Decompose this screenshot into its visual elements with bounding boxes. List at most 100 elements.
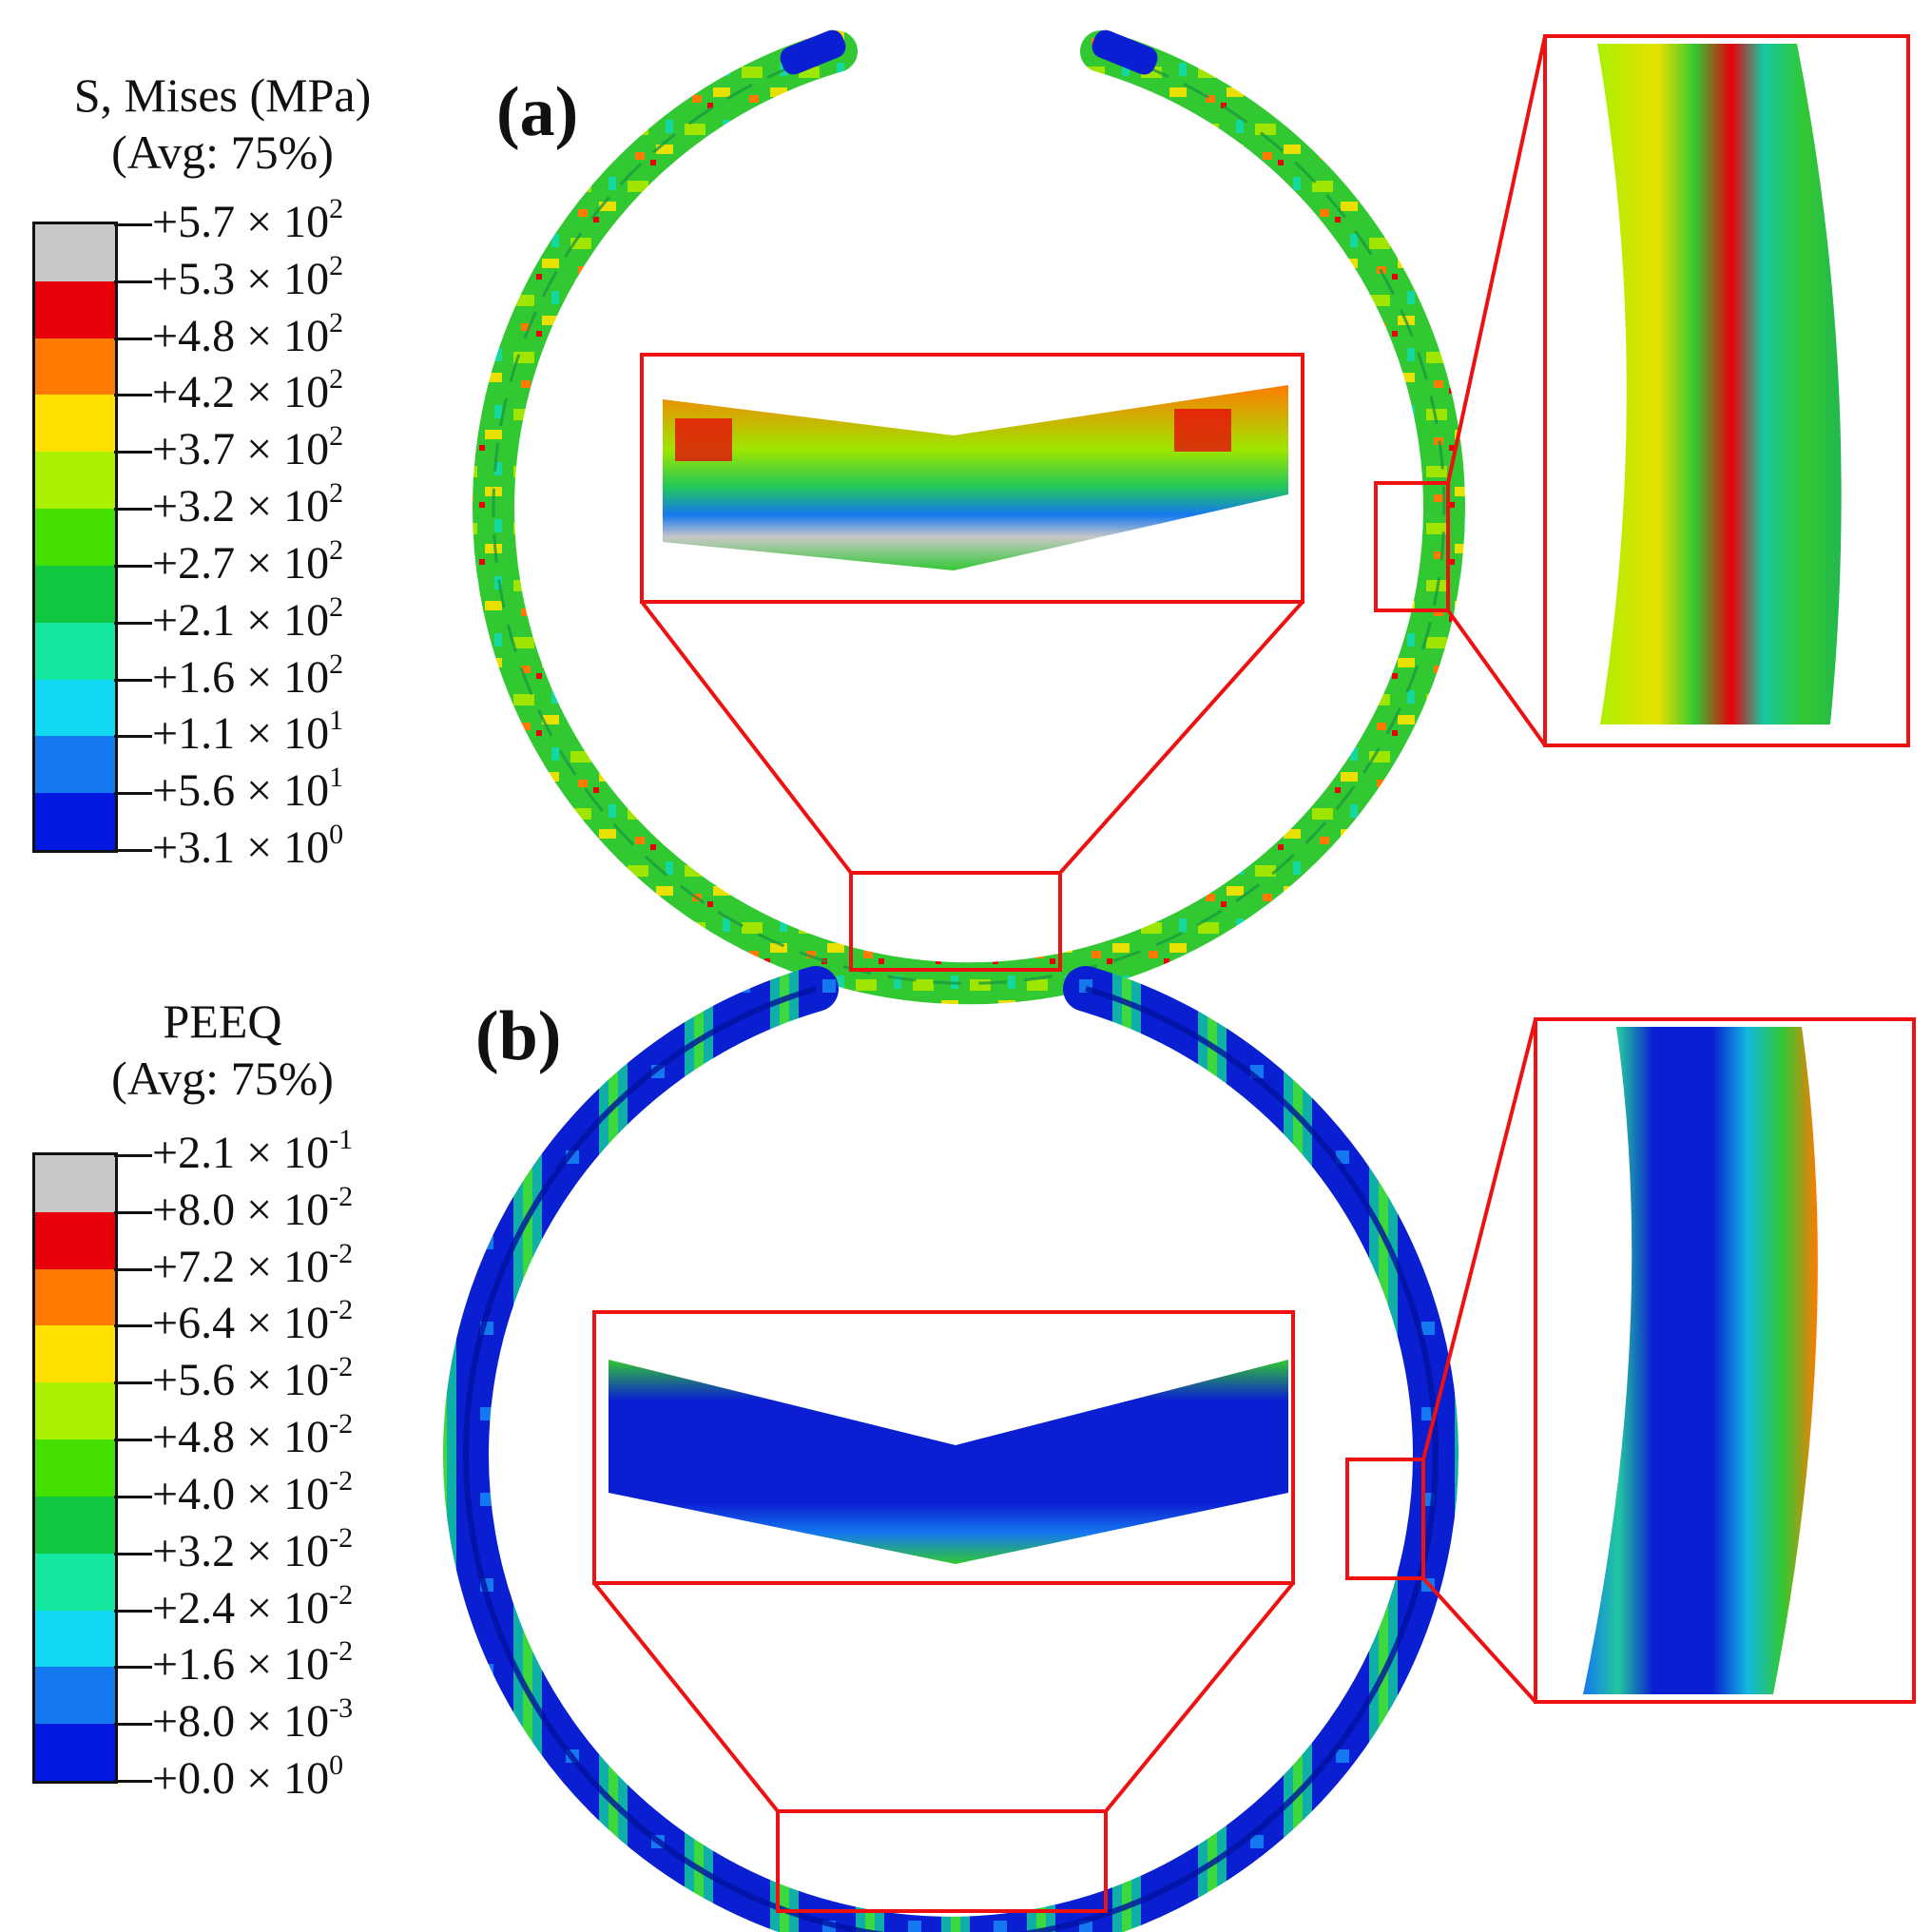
legend-value-exponent: 1 bbox=[329, 762, 344, 794]
zoom-b-bottom-source bbox=[776, 1809, 1108, 1913]
legend-swatch bbox=[35, 1211, 115, 1270]
legend-value-label: +2.1 × 102 bbox=[152, 592, 343, 646]
legend-value-mantissa: +4.8 × 10 bbox=[152, 1412, 330, 1463]
legend-tick bbox=[114, 1609, 152, 1613]
legend-value-mantissa: +5.6 × 10 bbox=[152, 1355, 330, 1406]
legend-tick bbox=[114, 1723, 152, 1727]
legend-value-label: +2.4 × 10-2 bbox=[152, 1580, 353, 1633]
legend-swatch bbox=[35, 1382, 115, 1440]
legend-value-mantissa: +2.1 × 10 bbox=[152, 1128, 330, 1178]
legend-tick bbox=[114, 1381, 152, 1385]
legend-value-label: +3.1 × 100 bbox=[152, 821, 343, 873]
legend-swatch bbox=[35, 736, 115, 794]
zoom-a-bottom-connector-right bbox=[1058, 600, 1304, 875]
legend-tick bbox=[114, 1324, 152, 1328]
legend-swatch bbox=[35, 280, 115, 339]
legend-value-mantissa: +5.3 × 10 bbox=[152, 253, 330, 304]
legend-tick bbox=[114, 337, 152, 340]
legend-value-label: +5.7 × 102 bbox=[152, 195, 343, 247]
legend-swatch bbox=[35, 1325, 115, 1383]
legend-tick bbox=[114, 1495, 152, 1498]
legend-value-exponent: 2 bbox=[329, 533, 344, 566]
legend-value-label: +8.0 × 10-3 bbox=[152, 1694, 353, 1748]
legend-swatch bbox=[35, 1667, 115, 1725]
legend-swatch bbox=[35, 395, 115, 453]
legend-value-exponent: -2 bbox=[329, 1635, 354, 1668]
legend-b-title-line1: PEEQ bbox=[163, 995, 282, 1048]
legend-value-exponent: -2 bbox=[329, 1237, 354, 1269]
legend-tick bbox=[114, 678, 152, 682]
legend-swatch bbox=[35, 452, 115, 510]
legend-value-mantissa: +1.6 × 10 bbox=[152, 651, 330, 703]
legend-swatch bbox=[35, 565, 115, 624]
legend-value-exponent: 1 bbox=[329, 705, 344, 737]
legend-value-mantissa: +3.2 × 10 bbox=[152, 481, 330, 532]
legend-tick bbox=[114, 1210, 152, 1214]
legend-b-colorbar bbox=[32, 1152, 118, 1784]
legend-value-mantissa: +8.0 × 10 bbox=[152, 1184, 330, 1235]
legend-value-mantissa: +5.7 × 10 bbox=[152, 197, 330, 247]
legend-tick bbox=[114, 1666, 152, 1670]
legend-tick bbox=[114, 792, 152, 796]
legend-swatch bbox=[35, 1553, 115, 1612]
legend-value-exponent: -2 bbox=[329, 1294, 354, 1326]
zoom-b-side-source bbox=[1345, 1458, 1425, 1580]
legend-value-exponent: -3 bbox=[329, 1692, 354, 1725]
legend-value-exponent: -2 bbox=[329, 1464, 354, 1497]
zoom-b-side-content bbox=[1583, 1027, 1818, 1694]
legend-value-exponent: 2 bbox=[329, 193, 344, 224]
ring-a-end-right bbox=[1092, 29, 1158, 75]
legend-value-label: +5.6 × 101 bbox=[152, 763, 343, 817]
legend-value-exponent: -2 bbox=[329, 1521, 354, 1554]
zoom-a-side-connector-top bbox=[1446, 35, 1547, 484]
legend-a-title-line1: S, Mises (MPa) bbox=[73, 68, 372, 122]
legend-tick bbox=[114, 735, 152, 739]
legend-a-title-line2: (Avg: 75%) bbox=[111, 126, 334, 179]
legend-value-mantissa: +7.2 × 10 bbox=[152, 1241, 330, 1292]
zoom-b-side-connector-top bbox=[1421, 1018, 1537, 1460]
legend-value-mantissa: +6.4 × 10 bbox=[152, 1298, 330, 1349]
legend-value-label: +4.8 × 102 bbox=[152, 308, 343, 361]
zoom-b-bottom-connector-right bbox=[1104, 1581, 1295, 1813]
legend-tick bbox=[114, 1154, 152, 1157]
legend-value-mantissa: +4.2 × 10 bbox=[152, 367, 330, 418]
legend-swatch bbox=[35, 793, 115, 851]
legend-value-label: +3.7 × 102 bbox=[152, 422, 343, 474]
legend-value-label: +7.2 × 10-2 bbox=[152, 1239, 353, 1292]
legend-value-label: +4.2 × 102 bbox=[152, 365, 343, 418]
legend-value-mantissa: +4.0 × 10 bbox=[152, 1468, 330, 1519]
zoom-b-side-connector-bottom bbox=[1421, 1576, 1537, 1704]
legend-tick bbox=[114, 1439, 152, 1442]
legend-value-exponent: -2 bbox=[329, 1578, 354, 1611]
zoom-a-hotspot-left bbox=[675, 418, 732, 461]
zoom-b-bottom-connector-left bbox=[592, 1581, 780, 1813]
legend-swatch bbox=[35, 1268, 115, 1326]
legend-value-mantissa: +1.1 × 10 bbox=[152, 708, 330, 760]
legend-value-exponent: 2 bbox=[329, 306, 344, 338]
legend-swatch bbox=[35, 1155, 115, 1213]
zoom-a-bottom-connector-left bbox=[640, 600, 853, 875]
legend-value-label: +3.2 × 102 bbox=[152, 479, 343, 532]
zoom-a-hotspot-right bbox=[1174, 409, 1231, 452]
legend-value-exponent: -2 bbox=[329, 1180, 354, 1212]
legend-value-mantissa: +2.4 × 10 bbox=[152, 1582, 330, 1633]
legend-swatch bbox=[35, 224, 115, 282]
legend-value-mantissa: +3.2 × 10 bbox=[152, 1525, 330, 1576]
legend-value-mantissa: +8.0 × 10 bbox=[152, 1696, 330, 1748]
legend-swatch bbox=[35, 1439, 115, 1497]
legend-value-label: +4.8 × 10-2 bbox=[152, 1410, 353, 1463]
legend-value-mantissa: +0.0 × 10 bbox=[152, 1753, 330, 1804]
legend-swatch bbox=[35, 509, 115, 567]
legend-b-title: PEEQ (Avg: 75%) bbox=[32, 993, 413, 1107]
ring-a-end-left bbox=[780, 29, 846, 75]
legend-swatch bbox=[35, 1496, 115, 1555]
legend-swatch bbox=[35, 1724, 115, 1782]
legend-value-label: +1.6 × 10-2 bbox=[152, 1637, 353, 1690]
legend-value-exponent: -1 bbox=[329, 1124, 354, 1155]
legend-tick bbox=[114, 1267, 152, 1271]
legend-swatch bbox=[35, 679, 115, 737]
legend-value-mantissa: +5.6 × 10 bbox=[152, 765, 330, 817]
legend-value-exponent: 2 bbox=[329, 363, 344, 396]
legend-tick bbox=[114, 1780, 152, 1783]
